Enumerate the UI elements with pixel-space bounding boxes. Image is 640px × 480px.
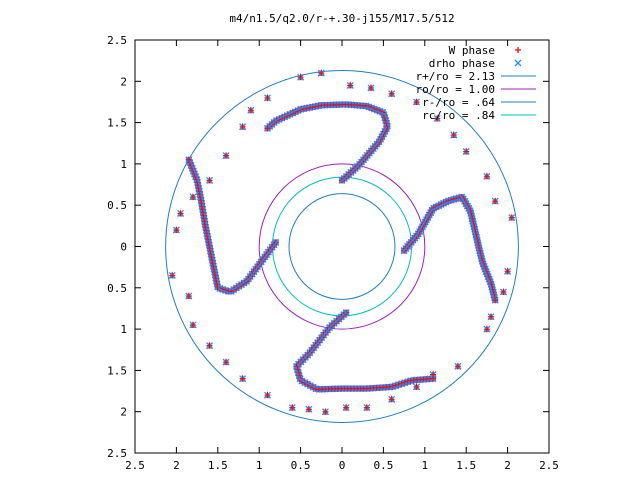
y-tick-label: 2: [120, 406, 127, 419]
w-phase-point: [347, 82, 354, 89]
w-phase-point: [169, 272, 176, 279]
circle-rro: [165, 70, 519, 423]
w-phase-point: [189, 193, 196, 200]
y-tick-label: 1.5: [107, 364, 127, 377]
w-phase-point: [434, 115, 441, 122]
w-phase-point: [206, 342, 213, 349]
w-phase-point: [322, 408, 329, 415]
w-phase-point: [264, 94, 271, 101]
w-phase-point: [388, 90, 395, 97]
w-phase-point: [173, 226, 180, 233]
w-phase-point: [185, 156, 192, 163]
w-phase-point: [500, 288, 507, 295]
w-phase-point: [239, 375, 246, 382]
y-tick-label: 1: [120, 323, 127, 336]
w-phase-point: [297, 74, 304, 81]
axis-layer: 2.5 2 1.5 1 0.5 0 0.5 1 1.5 2 2.52.521.510.500.511…: [107, 34, 559, 472]
x-tick-label: 1: [421, 459, 428, 472]
w-phase-point: [483, 326, 490, 333]
w-phase-point: [206, 177, 213, 184]
w-phase-point: [488, 313, 495, 320]
w-phase-point: [189, 321, 196, 328]
w-phase-point: [305, 406, 312, 413]
y-tick-label: 0.5: [107, 282, 127, 295]
x-tick-label: 0.5: [373, 459, 393, 472]
w-phase-point: [413, 98, 420, 105]
x-tick-label: 2.5: [125, 459, 145, 472]
y-tick-label: 1.5: [107, 117, 127, 130]
w-phase-point: [463, 148, 470, 155]
x-tick-label: 1: [256, 459, 263, 472]
x-tick-label: 2: [504, 459, 511, 472]
w-phase-point: [363, 404, 370, 411]
x-tick-label: 2.5: [539, 459, 559, 472]
y-tick-label: 2.5: [107, 447, 127, 460]
w-phase-point: [504, 268, 511, 275]
circle-rro: [288, 193, 396, 300]
w-phase-point: [223, 359, 230, 366]
legend-symbol: [514, 59, 522, 67]
legend-label: ro/ro = 1.00: [416, 83, 495, 96]
legend-symbol: [515, 47, 521, 53]
outer-points: [168, 69, 516, 416]
w-phase-point: [177, 210, 184, 217]
w-phase-point: [289, 404, 296, 411]
legend-label: r+/ro = 2.13: [416, 70, 495, 83]
w-phase-point: [185, 293, 192, 300]
x-tick-label: 0: [339, 459, 346, 472]
y-tick-label: 2.5: [107, 34, 127, 47]
x-tick-label: 1.5: [208, 459, 228, 472]
w-phase-point: [239, 123, 246, 130]
w-phase-point: [318, 70, 325, 77]
circle-roro: [258, 163, 426, 330]
y-tick-label: 2: [120, 75, 127, 88]
series-layer: [165, 69, 519, 423]
x-tick-label: 1.5: [456, 459, 476, 472]
w-phase-point: [343, 404, 350, 411]
w-phase-point: [367, 84, 374, 91]
y-tick-label: 0.5: [107, 199, 127, 212]
w-phase-point: [223, 152, 230, 159]
legend-label: r-/ro = .64: [422, 96, 495, 109]
legend-label: rc/ro = .84: [422, 109, 495, 122]
arm-4: [185, 156, 280, 295]
y-tick-label: 1: [120, 158, 127, 171]
x-tick-label: 0.5: [291, 459, 311, 472]
arm-3: [293, 309, 437, 393]
arm-1: [264, 101, 391, 184]
w-phase-point: [413, 383, 420, 390]
arm-2: [400, 193, 499, 304]
legend-label: W phase: [449, 44, 495, 57]
w-phase-point: [247, 107, 254, 114]
w-phase-point: [450, 131, 457, 138]
circle-rcro: [271, 176, 413, 317]
w-phase-point: [483, 173, 490, 180]
w-phase-point: [492, 198, 499, 205]
w-phase-point: [430, 371, 437, 378]
chart-title: m4/n1.5/q2.0/r-+.30-j155/M17.5/512: [229, 12, 454, 25]
w-phase-point: [264, 392, 271, 399]
w-phase-point: [492, 297, 499, 304]
legend-label: drho phase: [429, 57, 495, 70]
y-tick-label: 0: [120, 241, 127, 254]
x-tick-label: 2: [173, 459, 180, 472]
w-phase-point: [264, 125, 271, 132]
w-phase-point: [388, 396, 395, 403]
w-phase-point: [454, 363, 461, 370]
w-phase-point: [508, 214, 515, 221]
